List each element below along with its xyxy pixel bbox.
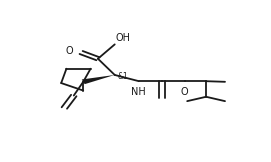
Text: O: O bbox=[65, 46, 73, 56]
Text: &1: &1 bbox=[118, 72, 129, 81]
Text: O: O bbox=[181, 87, 189, 97]
Polygon shape bbox=[82, 75, 115, 84]
Text: NH: NH bbox=[131, 87, 146, 97]
Text: OH: OH bbox=[116, 33, 131, 42]
